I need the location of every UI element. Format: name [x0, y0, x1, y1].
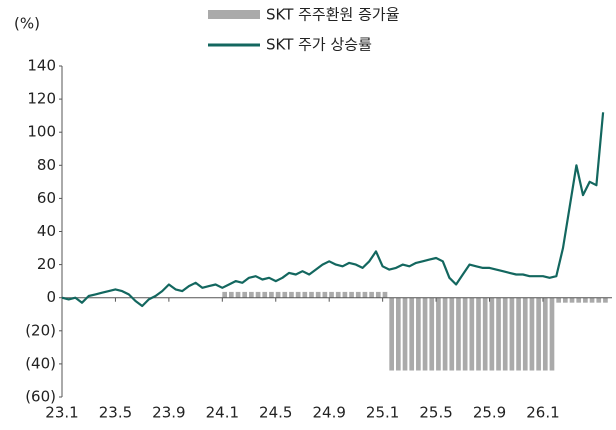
bar: [429, 297, 435, 371]
bar: [556, 297, 561, 303]
bar: [382, 291, 388, 298]
legend-label: SKT 주가 상승률: [266, 36, 372, 54]
bar: [529, 297, 535, 371]
x-tick-label: 26.1: [526, 404, 559, 422]
bar: [222, 291, 227, 298]
bar: [449, 297, 455, 371]
bar: [349, 291, 354, 298]
bar: [396, 297, 401, 371]
bar: [589, 297, 595, 303]
y-tick-label: 100: [27, 123, 56, 141]
bar: [229, 291, 234, 298]
bar: [289, 291, 294, 298]
bar: [576, 297, 582, 303]
bar: [516, 297, 521, 371]
bar: [422, 297, 428, 371]
x-tick-label: 24.1: [206, 404, 239, 422]
bar: [342, 291, 348, 298]
bar: [315, 291, 321, 298]
y-tick-label: 40: [37, 222, 56, 240]
y-tick-label: (60): [25, 388, 56, 406]
bar: [409, 297, 415, 371]
y-tick-label: 60: [37, 189, 56, 207]
bar: [462, 297, 468, 371]
legend-label: SKT 주주환원 증가율: [266, 6, 400, 24]
bar: [569, 297, 575, 303]
x-tick-label: 24.9: [312, 404, 345, 422]
bar: [235, 291, 241, 298]
bar: [469, 297, 475, 371]
bar: [476, 297, 481, 371]
bar: [242, 291, 248, 298]
y-tick-label: 20: [37, 255, 56, 273]
bar: [502, 297, 508, 371]
bar: [416, 297, 421, 371]
y-tick-label: 140: [27, 57, 56, 75]
bar: [563, 297, 568, 303]
bar: [509, 297, 515, 371]
bar: [262, 291, 268, 298]
bar: [583, 297, 588, 303]
x-tick-label: 25.9: [473, 404, 506, 422]
bar: [362, 291, 368, 298]
bar: [329, 291, 334, 298]
x-tick-label: 23.5: [99, 404, 132, 422]
bar: [542, 297, 548, 371]
legend-swatch-bar: [208, 10, 260, 19]
bar: [522, 297, 528, 371]
bar: [489, 297, 495, 371]
bar: [282, 291, 288, 298]
bar: [456, 297, 461, 371]
y-tick-label: (40): [25, 354, 56, 372]
y-tick-label: 120: [27, 90, 56, 108]
y-tick-label: (20): [25, 321, 56, 339]
bar: [596, 297, 602, 303]
bar: [442, 297, 448, 371]
line: [61, 112, 605, 308]
y-axis-label: (%): [14, 15, 40, 33]
y-tick-label: 0: [46, 288, 56, 306]
bar: [369, 291, 374, 298]
bar: [295, 291, 301, 298]
bar: [249, 291, 254, 298]
bar: [309, 291, 314, 298]
bar: [255, 291, 261, 298]
x-tick-label: 25.5: [419, 404, 452, 422]
bar: [275, 291, 281, 298]
bar: [375, 291, 381, 298]
bar: [322, 291, 328, 298]
x-tick-label: 23.1: [45, 404, 78, 422]
y-tick-label: 80: [37, 156, 56, 174]
bar: [302, 291, 308, 298]
x-tick-label: 23.9: [152, 404, 185, 422]
bar: [536, 297, 541, 371]
bar: [436, 297, 441, 371]
bar: [549, 297, 555, 371]
bar: [402, 297, 408, 371]
bar: [496, 297, 501, 371]
bar: [389, 297, 394, 371]
x-tick-label: 24.5: [259, 404, 292, 422]
bar: [482, 297, 488, 371]
bar: [269, 291, 274, 298]
bar: [355, 291, 361, 298]
bar: [335, 291, 341, 298]
bar: [603, 297, 608, 303]
x-tick-label: 25.1: [366, 404, 399, 422]
